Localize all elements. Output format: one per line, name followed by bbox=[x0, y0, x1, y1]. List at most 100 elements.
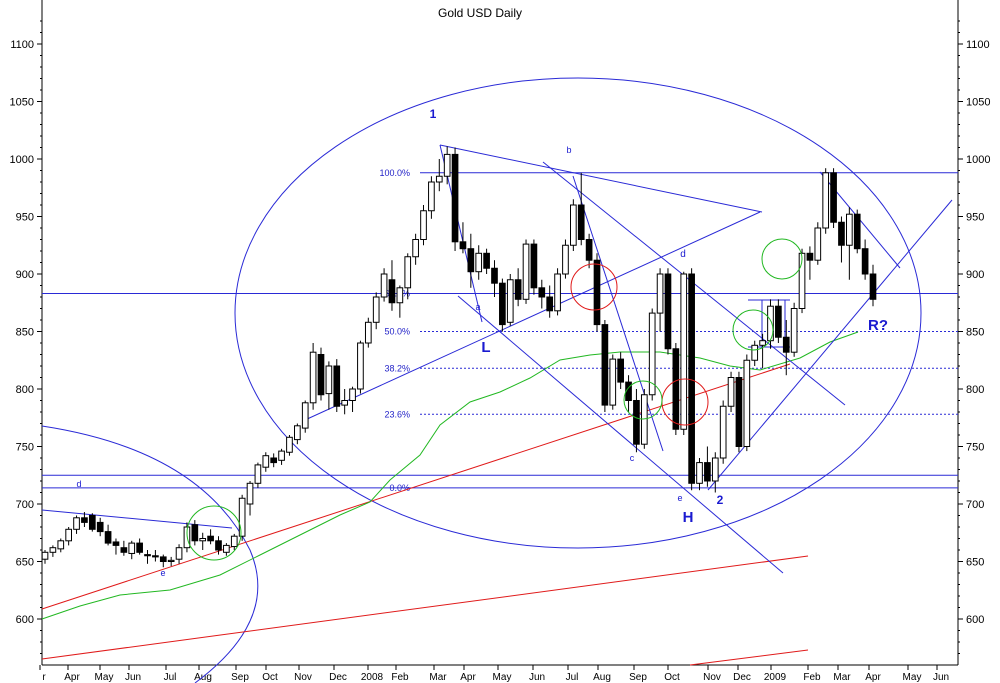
candle-body bbox=[467, 248, 475, 273]
candle-body bbox=[546, 296, 554, 312]
candle-body bbox=[672, 348, 680, 430]
candle-body bbox=[81, 517, 88, 523]
y-tick-label-left: 900 bbox=[16, 269, 34, 281]
candle-body bbox=[506, 279, 514, 323]
candle-body bbox=[759, 340, 766, 346]
candles bbox=[41, 146, 877, 568]
annotation-label: 1 bbox=[430, 107, 437, 121]
candle-body bbox=[680, 273, 688, 430]
annotation-label: H bbox=[683, 509, 694, 526]
candle-body bbox=[514, 279, 522, 300]
candle-body bbox=[112, 541, 120, 546]
candle-body bbox=[301, 402, 309, 429]
x-tick-label: Dec bbox=[733, 672, 751, 683]
x-tick-label: Jun bbox=[933, 672, 949, 683]
candle-body bbox=[270, 457, 278, 464]
candle-body bbox=[853, 213, 861, 250]
candle-body bbox=[96, 521, 104, 533]
candle-body bbox=[357, 342, 364, 390]
candle-body bbox=[601, 324, 609, 406]
x-tick-label: Jun bbox=[125, 672, 141, 683]
x-tick-label: Aug bbox=[593, 672, 611, 683]
candle-body bbox=[775, 305, 782, 338]
candle-body bbox=[380, 273, 388, 298]
candle-body bbox=[735, 377, 743, 447]
candle-body bbox=[435, 175, 443, 183]
candle-body bbox=[743, 359, 751, 447]
annotation-label: c bbox=[630, 453, 635, 463]
candle-body bbox=[152, 555, 159, 558]
x-tick-label: Mar bbox=[833, 672, 851, 683]
candle-body bbox=[751, 344, 759, 361]
green-circle bbox=[623, 380, 663, 420]
large-ellipse bbox=[234, 77, 922, 549]
y-tick-label-right: 1000 bbox=[966, 154, 990, 166]
annotation-label: b bbox=[566, 145, 571, 155]
x-tick-label: Apr bbox=[865, 672, 881, 683]
candle-body bbox=[230, 535, 238, 548]
candle-body bbox=[238, 497, 246, 537]
candle-body bbox=[617, 358, 624, 383]
y-tick-label-right: 1100 bbox=[966, 39, 990, 51]
candle-body bbox=[782, 336, 790, 353]
descending-line-lower bbox=[457, 295, 784, 574]
candle-body bbox=[577, 204, 585, 240]
candle-body bbox=[65, 528, 72, 542]
red-support-line bbox=[689, 649, 809, 666]
candle-body bbox=[593, 259, 601, 326]
y-tick-label-left: 950 bbox=[16, 212, 34, 224]
fib-level-label: 100.0% bbox=[379, 168, 410, 178]
x-tick-label: Jun bbox=[529, 672, 545, 683]
candle-body bbox=[806, 252, 814, 261]
x-tick-label: May bbox=[903, 672, 922, 683]
candle-body bbox=[704, 462, 711, 482]
candle-body bbox=[459, 241, 467, 250]
candle-body bbox=[412, 239, 419, 258]
x-tick-label: Feb bbox=[391, 672, 409, 683]
candle-body bbox=[570, 204, 577, 246]
candle-body bbox=[633, 400, 640, 445]
y-tick-label-right: 900 bbox=[966, 269, 984, 281]
candle-body bbox=[278, 450, 285, 461]
candle-body bbox=[104, 531, 112, 544]
candle-body bbox=[861, 248, 869, 275]
y-tick-label-right: 850 bbox=[966, 327, 984, 339]
candle-body bbox=[388, 279, 396, 304]
candle-body bbox=[846, 213, 853, 246]
candle-body bbox=[325, 365, 333, 395]
annotations: 1 b d d a Lc e e 2 H R? bbox=[76, 107, 888, 578]
candle-body bbox=[554, 273, 561, 312]
candle-body bbox=[223, 544, 230, 553]
candle-body bbox=[727, 377, 735, 407]
candle-body bbox=[144, 554, 151, 557]
candle-body bbox=[483, 252, 490, 269]
candle-body bbox=[451, 153, 459, 243]
x-tick-label: Aug bbox=[194, 672, 212, 683]
rising-trendline bbox=[304, 211, 761, 421]
candle-body bbox=[73, 517, 80, 530]
candle-body bbox=[207, 535, 214, 542]
y-tick-label-left: 600 bbox=[16, 614, 34, 626]
candle-body bbox=[317, 354, 325, 396]
x-tick-label: Oct bbox=[664, 672, 680, 683]
y-tick-label-right: 750 bbox=[966, 442, 984, 454]
annotation-label: 2 bbox=[717, 493, 724, 507]
annotation-label: d bbox=[680, 249, 686, 260]
overlays-front bbox=[186, 238, 803, 561]
x-tick-label: May bbox=[95, 672, 114, 683]
x-tick-label: 2009 bbox=[764, 672, 787, 683]
candle-body bbox=[562, 244, 569, 275]
candle-body bbox=[609, 358, 617, 406]
green-circle bbox=[761, 238, 803, 280]
y-tick-label-right: 1050 bbox=[966, 97, 990, 109]
x-tick-label: Oct bbox=[262, 672, 278, 683]
upper-left-trendline bbox=[41, 509, 233, 529]
red-support-line bbox=[41, 363, 791, 610]
fib-level-label: 0.0% bbox=[389, 483, 410, 493]
candle-body bbox=[814, 227, 822, 261]
red-support-line bbox=[41, 555, 809, 660]
y-tick-label-right: 700 bbox=[966, 499, 984, 511]
candle-body bbox=[396, 287, 404, 304]
candle-body bbox=[522, 243, 530, 300]
